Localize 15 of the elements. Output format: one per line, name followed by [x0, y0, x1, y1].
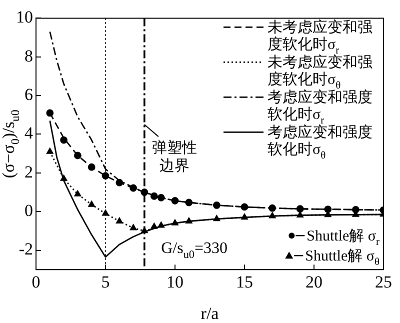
y-tick-label: 2: [24, 162, 33, 182]
y-tick-label: -2: [18, 240, 33, 259]
ref-line-label: 弹塑性边界: [152, 140, 197, 175]
y-tick-label: 0: [24, 201, 33, 220]
x-tick-label: 5: [101, 272, 110, 292]
y-tick-label: 8: [24, 46, 33, 66]
y-tick-label: 4: [24, 124, 34, 143]
y-axis-title: (σ−σ0)/su0: [0, 110, 22, 178]
x-tick-label: 10: [166, 272, 184, 292]
y-tick-label: 10: [16, 8, 33, 27]
x-tick-label: 25: [375, 272, 392, 292]
y-tick-label: 6: [24, 85, 33, 104]
x-tick-label: 15: [236, 272, 253, 292]
x-axis-title: r/a: [200, 304, 220, 323]
x-tick-label: 20: [306, 272, 322, 292]
